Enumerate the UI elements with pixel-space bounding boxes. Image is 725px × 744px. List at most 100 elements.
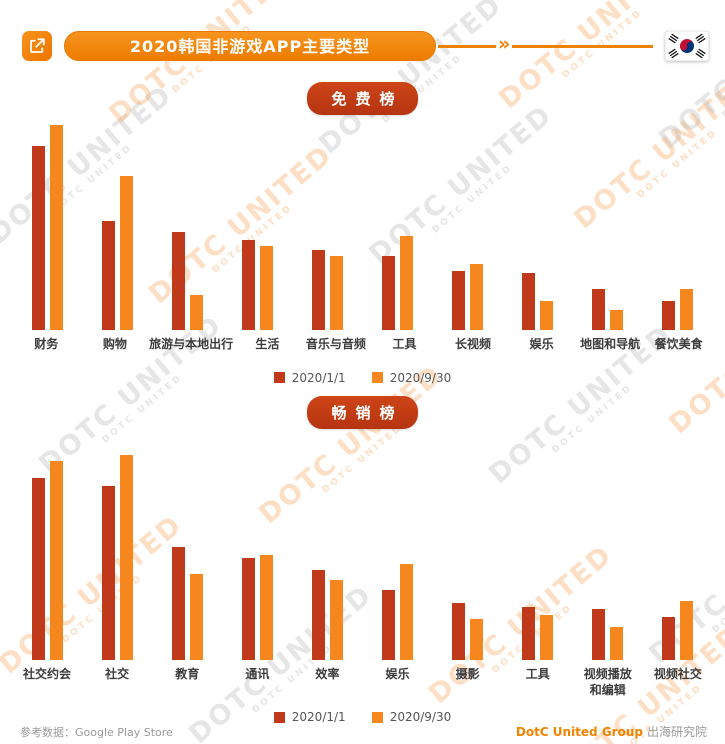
bar-series-1	[470, 264, 484, 330]
bar-series-0	[101, 221, 115, 330]
legend-swatch	[273, 711, 285, 723]
bar-label: 音乐与音频	[302, 337, 371, 353]
legend-item: 2020/1/1	[273, 710, 346, 724]
bar-group	[82, 176, 152, 330]
bar-label-text: 视频播放 和编辑	[583, 667, 632, 697]
footer: 参考数据：Google Play Store DotC United Group…	[20, 721, 707, 740]
legend-label: 2020/1/1	[291, 370, 346, 385]
bar-series-1	[680, 289, 694, 330]
export-icon	[22, 31, 52, 61]
bar-series-0	[31, 145, 45, 330]
bar-series-0	[522, 606, 536, 660]
bar-label: 视频播放 和编辑	[573, 667, 643, 698]
bar-series-1	[259, 555, 273, 660]
bar-label: 地图和导航	[576, 337, 645, 353]
section-title-wrap: 免费榜	[0, 82, 725, 115]
bar-series-0	[522, 272, 536, 330]
bar-series-0	[382, 256, 396, 330]
bar-label-text: 生活	[255, 337, 280, 351]
legend-swatch	[371, 711, 383, 723]
page-title: 2020韩国非游戏APP主要类型	[64, 31, 436, 61]
category-labels: 社交约会 社交 教育 通讯 效率 娱乐 摄影 工具 视频播放 和编辑 视频社交	[0, 667, 725, 698]
chart-free-ranking: 免费榜 财务 购物 旅游与本地出行 生活 音乐与音频 工具 长视频 娱乐 地图和导航 餐饮美食 2…	[0, 82, 725, 385]
bar-series-1	[610, 627, 624, 660]
bar-series-0	[662, 616, 676, 660]
bar-series-1	[540, 301, 554, 330]
bar-group	[503, 606, 573, 660]
bar-group	[12, 461, 82, 660]
bar-group	[433, 264, 503, 330]
bar-label: 工具	[370, 337, 439, 353]
bar-label: 社交	[82, 667, 152, 698]
bar-label-text: 社交	[105, 667, 130, 681]
bar-group	[573, 608, 643, 660]
data-source-note: 参考数据：Google Play Store	[20, 726, 173, 739]
header-line: »	[438, 31, 653, 56]
bar-series-0	[452, 270, 466, 330]
bars-area	[0, 455, 725, 660]
bar-label: 工具	[503, 667, 573, 698]
bar-series-0	[311, 569, 325, 660]
bar-label: 社交约会	[12, 667, 82, 698]
bar-series-0	[592, 289, 606, 330]
bar-series-1	[259, 245, 273, 330]
chart-topgrossing-ranking: 畅销榜 社交约会 社交 教育 通讯 效率 娱乐 摄影 工具 视频播放 和编辑 视频社交 2020/…	[0, 396, 725, 724]
legend: 2020/1/1 2020/9/30	[0, 371, 725, 385]
bar-series-0	[171, 231, 185, 330]
bar-label-text: 娱乐	[385, 667, 410, 681]
bar-series-0	[382, 590, 396, 660]
bar-label-text: 餐饮美食	[654, 337, 703, 351]
legend-item: 2020/9/30	[371, 710, 451, 724]
chevrons-icon: »	[496, 31, 513, 56]
bar-label: 娱乐	[362, 667, 432, 698]
bar-group	[222, 555, 292, 660]
bar-group	[643, 600, 713, 660]
bar-label-text: 通讯	[245, 667, 270, 681]
bar-series-1	[610, 309, 624, 330]
bar-series-1	[680, 600, 694, 660]
bar-group	[362, 563, 432, 660]
category-labels: 财务 购物 旅游与本地出行 生活 音乐与音频 工具 长视频 娱乐 地图和导航 餐饮美食	[0, 337, 725, 353]
bar-label: 餐饮美食	[644, 337, 713, 353]
header: 2020韩国非游戏APP主要类型 »	[22, 30, 710, 62]
bar-series-1	[49, 461, 63, 660]
bar-group	[362, 235, 432, 330]
brand-suffix: 出海研究院	[646, 725, 707, 739]
bar-series-1	[189, 295, 203, 330]
bar-group	[152, 547, 222, 660]
bar-label: 购物	[81, 337, 150, 353]
bar-group	[82, 455, 152, 660]
bar-label-text: 购物	[102, 337, 127, 351]
bar-series-0	[452, 602, 466, 660]
bar-label-text: 摄影	[455, 667, 480, 681]
section-title: 免费榜	[307, 82, 418, 115]
bar-series-1	[329, 256, 343, 330]
bar-series-1	[400, 235, 414, 330]
bar-label-text: 财务	[34, 337, 59, 351]
bar-group	[292, 250, 362, 330]
korea-flag-icon	[664, 30, 710, 62]
bar-series-1	[49, 125, 63, 330]
bar-series-0	[241, 239, 255, 330]
bar-label: 生活	[233, 337, 302, 353]
bar-label-text: 视频社交	[653, 667, 702, 681]
bar-series-1	[119, 176, 133, 330]
bar-series-1	[189, 573, 203, 660]
bar-label: 长视频	[439, 337, 508, 353]
bar-series-0	[592, 608, 606, 660]
bar-label-text: 长视频	[455, 337, 492, 351]
bar-series-0	[241, 557, 255, 660]
bar-series-1	[329, 580, 343, 660]
bar-label: 教育	[152, 667, 222, 698]
legend-item: 2020/9/30	[371, 370, 452, 385]
bar-label-text: 地图和导航	[580, 337, 641, 351]
legend-label: 2020/9/30	[389, 370, 452, 385]
bar-label: 财务	[12, 337, 81, 353]
bar-group	[643, 289, 713, 330]
bar-label-text: 工具	[392, 337, 417, 351]
bar-label-text: 旅游与本地出行	[149, 337, 234, 351]
bar-series-1	[119, 455, 133, 660]
section-title-wrap: 畅销榜	[0, 396, 725, 429]
brand-credit: DotC United Group 出海研究院	[516, 721, 707, 740]
